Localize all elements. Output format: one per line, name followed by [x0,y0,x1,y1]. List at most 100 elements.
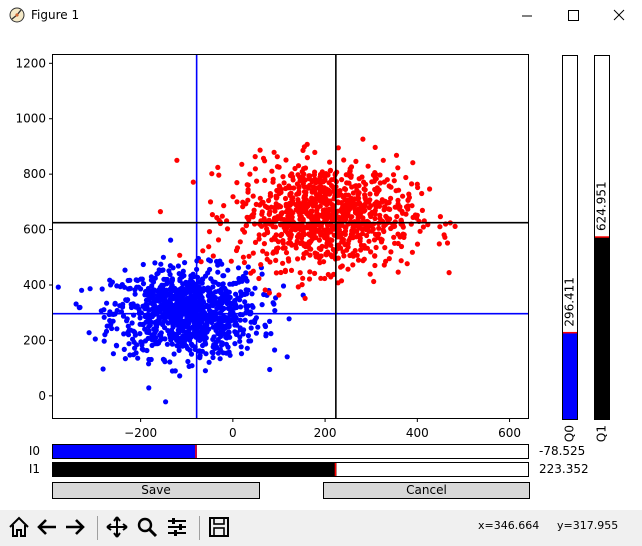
vslider-q0[interactable]: 296.411 Q0 [562,55,578,443]
toolbar-separator [97,516,98,540]
scatter-point [312,270,318,276]
scatter-point [148,274,154,280]
scatter-point [280,240,286,246]
scatter-point [146,385,152,391]
scatter-point [386,183,392,189]
scatter-point [264,204,270,211]
scatter-point [288,240,294,246]
save-figure-button[interactable] [206,514,232,540]
scatter-point [337,188,343,194]
scatter-point [210,324,216,330]
scatter-point [368,203,374,209]
scatter-point [257,147,263,153]
scatter-point [325,200,331,207]
scatter-point [264,251,270,257]
scatter-point [350,262,356,268]
scatter-point [273,257,279,263]
maximize-button[interactable] [550,0,596,32]
close-icon [613,9,625,21]
scatter-point [329,183,335,189]
scatter-point [175,297,181,303]
maximize-icon [568,10,579,21]
scatter-point [218,329,224,335]
scatter-point [244,345,250,351]
scatter-chart[interactable]: −200 0 200 400 600 0 200 400 600 800 1000 1200 296… [0,32,642,510]
scatter-point [250,268,256,274]
scatter-point [290,210,296,216]
scatter-point [240,254,246,260]
scatter-point [358,205,364,211]
scatter-point [190,308,196,314]
scatter-point [164,281,170,287]
scatter-point [322,190,328,196]
save-button[interactable]: Save [52,482,260,499]
scatter-point [239,161,245,167]
scatter-point [437,224,443,230]
close-button[interactable] [596,0,642,32]
scatter-point [152,275,158,281]
scatter-point [329,202,335,208]
scatter-point [219,281,225,288]
scatter-point [198,259,204,265]
scatter-point [100,366,106,372]
scatter-point [315,205,321,211]
cancel-button[interactable]: Cancel [323,482,530,499]
scatter-point [288,267,295,273]
scatter-point [415,184,421,191]
scatter-point [146,324,152,330]
minimize-button[interactable] [504,0,550,32]
scatter-point [318,246,324,252]
scatter-point [179,288,186,294]
scatter-point [158,336,165,342]
scatter-point [200,342,206,349]
scatter-point [129,320,135,326]
hslider-i1[interactable]: I1 223.352 [29,462,589,477]
scatter-point [188,292,194,299]
scatter-point [362,187,368,193]
scatter-point [241,229,248,235]
scatter-point [299,235,305,241]
minimize-icon [522,15,532,17]
scatter-point [350,222,356,229]
scatter-point [207,199,214,205]
scatter-point [202,368,208,374]
scatter-point [330,246,336,253]
scatter-point [245,264,251,270]
home-button[interactable] [6,514,32,540]
scatter-point [184,323,191,329]
scatter-point [400,210,406,216]
scatter-point [346,180,352,186]
scatter-point [218,333,224,339]
scatter-point [400,222,406,228]
scatter-point [223,334,229,340]
vslider-q1[interactable]: 624.951 Q1 [594,55,610,443]
configure-subplots-button[interactable] [164,514,190,540]
scatter-point [400,231,406,237]
scatter-point [299,282,305,288]
scatter-point [234,330,240,336]
scatter-point [176,344,182,350]
scatter-point [127,352,133,358]
hslider-i0[interactable]: I0 -78.525 [29,444,586,459]
scatter-point [398,243,405,250]
scatter-point [286,316,292,322]
scatter-point [160,286,166,292]
back-button[interactable] [34,514,60,540]
scatter-point [125,329,131,335]
scatter-point [148,356,154,363]
scatter-point [317,198,323,204]
scatter-point [339,239,345,245]
scatter-point [266,217,272,223]
forward-button[interactable] [62,514,88,540]
scatter-point [206,229,213,235]
zoom-button[interactable] [134,514,160,540]
scatter-point [178,308,184,314]
scatter-point [417,228,423,234]
scatter-point [277,204,284,210]
scatter-point [216,217,222,223]
pan-button[interactable] [104,514,130,540]
scatter-point [297,226,303,232]
scatter-point [376,231,382,237]
scatter-point [258,262,264,268]
scatter-point [452,223,458,229]
